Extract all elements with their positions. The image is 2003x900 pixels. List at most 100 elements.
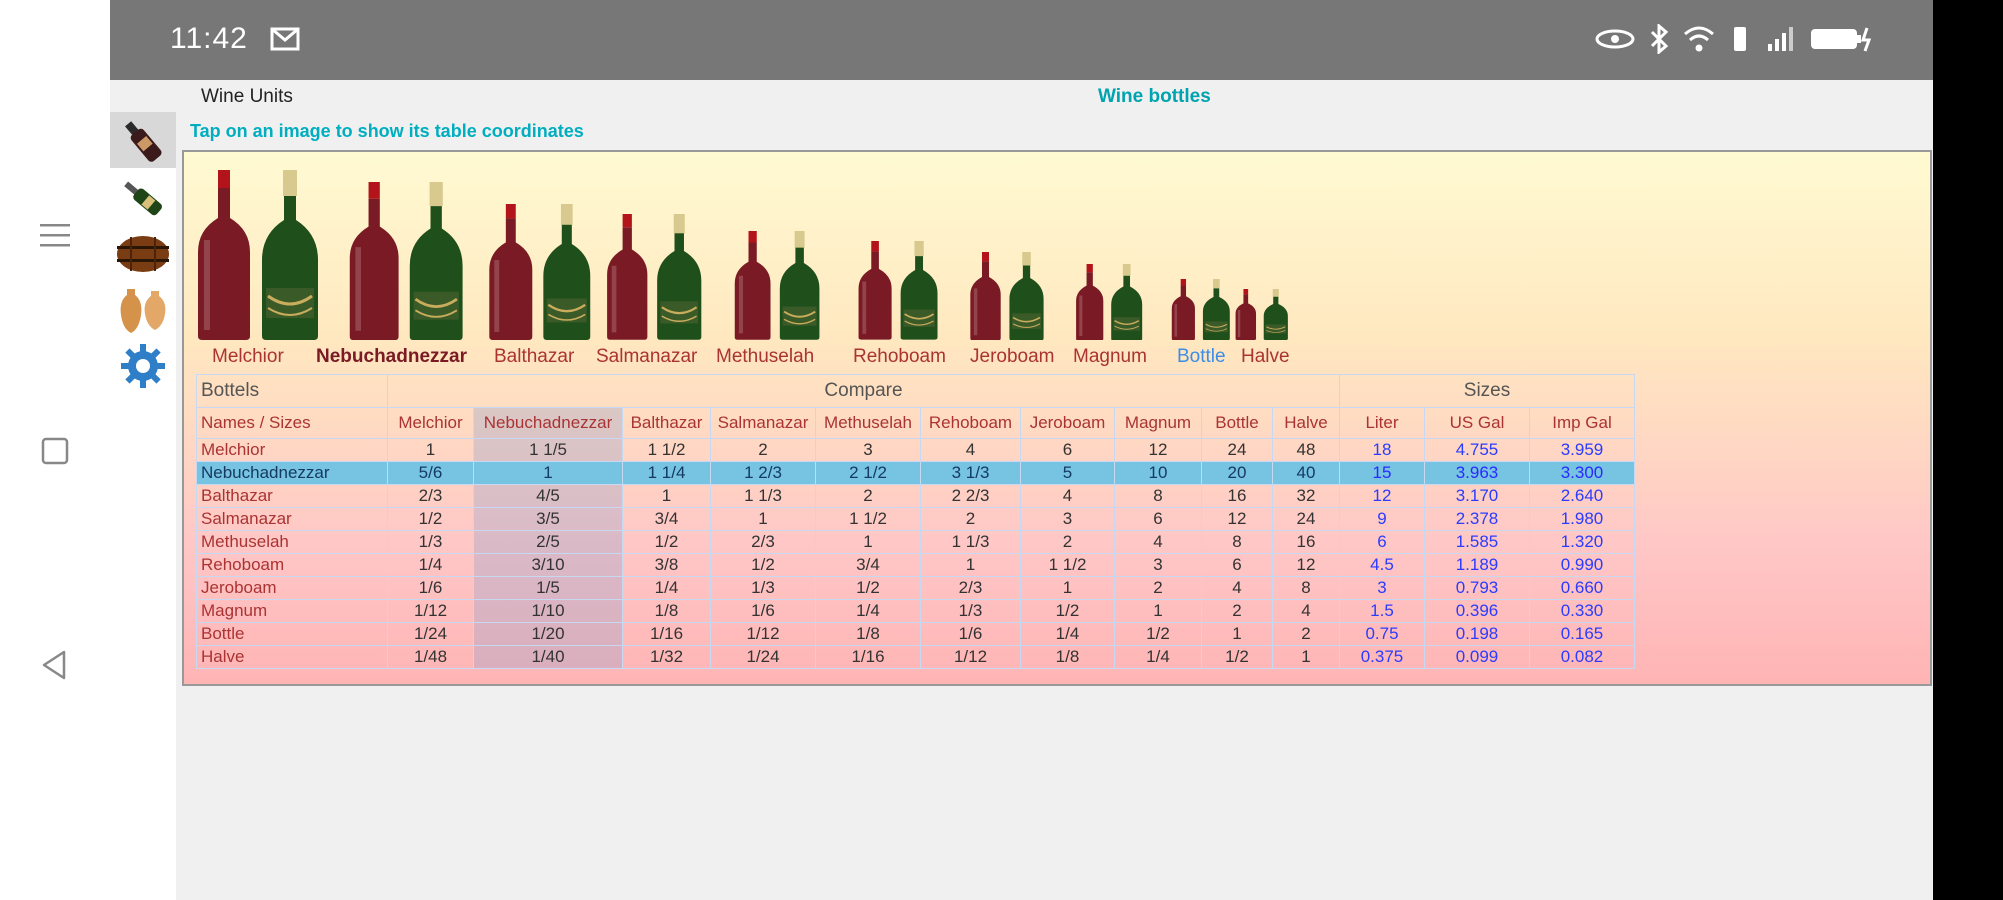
bottle-image-melchior[interactable] xyxy=(194,170,322,340)
back-icon[interactable] xyxy=(36,646,74,684)
bottle-image-bottle[interactable] xyxy=(1170,278,1231,340)
compare-cell: 6 xyxy=(1020,438,1115,462)
compare-cell: 1 xyxy=(387,438,474,462)
bottle-image-halve[interactable] xyxy=(1234,289,1289,340)
compare-cell: 20 xyxy=(1201,461,1273,485)
compare-cell: 5 xyxy=(1020,461,1115,485)
size-cell: 4.5 xyxy=(1339,553,1425,577)
table-row[interactable]: Jeroboam 1/6 1/5 1/4 1/3 1/2 2/3 1 2 4 8 3 0.793 0.66… xyxy=(196,576,1635,600)
size-cell: 0.990 xyxy=(1529,553,1635,577)
red-wine-bottle-icon xyxy=(1076,263,1104,340)
compare-cell: 12 xyxy=(1114,438,1202,462)
bottle-label[interactable]: Nebuchadnezzar xyxy=(316,346,467,367)
compare-cell: 1 1/3 xyxy=(710,484,816,508)
wine-bottle-icon[interactable] xyxy=(110,112,176,168)
compare-cell: 4 xyxy=(1201,576,1273,600)
bottle-label[interactable]: Melchior xyxy=(212,346,284,367)
compare-cell: 1/6 xyxy=(920,622,1021,646)
bottle-label[interactable]: Methuselah xyxy=(716,346,815,367)
red-wine-bottle-icon xyxy=(1235,289,1257,340)
vibrate-icon xyxy=(1729,24,1751,59)
bottle-image-balthazar[interactable] xyxy=(486,204,593,340)
compare-cell: 2/5 xyxy=(473,530,623,554)
compare-cell: 2 xyxy=(1272,622,1340,646)
barrel-icon[interactable] xyxy=(110,226,176,282)
table-row[interactable]: Rehoboam 1/4 3/10 3/8 1/2 3/4 1 1 1/2 3 6 12 4.5 1.1… xyxy=(196,553,1635,577)
size-header: US Gal xyxy=(1424,407,1530,439)
compare-cell: 3 xyxy=(815,438,921,462)
sizes-group-header: Sizes xyxy=(1339,374,1635,408)
compare-cell: 8 xyxy=(1272,576,1340,600)
champagne-bottle-icon xyxy=(1202,278,1230,340)
size-cell: 12 xyxy=(1339,484,1425,508)
compare-cell: 2 1/2 xyxy=(815,461,921,485)
compare-cell: 1/3 xyxy=(920,599,1021,623)
compare-cell: 5/6 xyxy=(387,461,474,485)
red-wine-bottle-icon xyxy=(198,170,250,340)
compare-cell: 24 xyxy=(1201,438,1273,462)
row-name: Methuselah xyxy=(196,530,388,554)
compare-cell: 3 1/3 xyxy=(920,461,1021,485)
bottle-image-rehoboam[interactable] xyxy=(856,241,940,340)
champagne-bottle-icon xyxy=(1263,289,1288,340)
bottle-label[interactable]: Rehoboam xyxy=(853,346,946,367)
red-wine-bottle-icon xyxy=(349,181,399,340)
bottle-label[interactable]: Balthazar xyxy=(494,346,575,367)
compare-cell: 1 xyxy=(1272,645,1340,669)
size-cell: 0.099 xyxy=(1424,645,1530,669)
compare-cell: 1/6 xyxy=(710,599,816,623)
table-row[interactable]: Nebuchadnezzar 5/6 1 1 1/4 1 2/3 2 1/2 3 1/3 5 1… xyxy=(196,461,1635,485)
table-row[interactable]: Bottle 1/24 1/20 1/16 1/12 1/8 1/6 1/4 1/2 1 2 0.75… xyxy=(196,622,1635,646)
status-time: 11:42 xyxy=(170,22,248,55)
compare-cell: 3 xyxy=(1114,553,1202,577)
bottle-label[interactable]: Halve xyxy=(1241,346,1290,367)
bottle-icon[interactable] xyxy=(110,170,176,226)
compare-cell: 2/3 xyxy=(710,530,816,554)
compare-header: Methuselah xyxy=(815,407,921,439)
compare-cell: 1 1/5 xyxy=(473,438,623,462)
android-nav-bar xyxy=(0,0,110,900)
bottle-label[interactable]: Bottle xyxy=(1177,346,1226,367)
table-row[interactable]: Magnum 1/12 1/10 1/8 1/6 1/4 1/3 1/2 1 2 4 1.5 0.396… xyxy=(196,599,1635,623)
red-wine-bottle-icon xyxy=(970,251,1001,340)
bottle-image-nebuchadnezzar[interactable] xyxy=(346,181,467,340)
signal-icon xyxy=(1765,24,1795,59)
bottle-image-magnum[interactable] xyxy=(1074,263,1145,340)
compare-cell: 1/2 xyxy=(1020,599,1115,623)
compare-cell: 1 xyxy=(622,484,711,508)
bottle-image-methuselah[interactable] xyxy=(732,231,823,340)
compare-cell: 3/5 xyxy=(473,507,623,531)
table-row[interactable]: Methuselah 1/3 2/5 1/2 2/3 1 1 1/3 2 4 8 16 6 1.585 1… xyxy=(196,530,1635,554)
compare-cell: 16 xyxy=(1201,484,1273,508)
recent-apps-icon[interactable] xyxy=(36,432,74,470)
compare-cell: 2 xyxy=(1114,576,1202,600)
compare-cell: 1/4 xyxy=(622,576,711,600)
row-name: Melchior xyxy=(196,438,388,462)
bottle-label[interactable]: Salmanazar xyxy=(596,346,698,367)
champagne-bottle-icon xyxy=(542,204,590,340)
row-name: Halve xyxy=(196,645,388,669)
red-wine-bottle-icon xyxy=(734,231,771,340)
size-cell: 0.165 xyxy=(1529,622,1635,646)
size-cell: 1.980 xyxy=(1529,507,1635,531)
bottle-label[interactable]: Jeroboam xyxy=(970,346,1055,367)
table-row[interactable]: Halve 1/48 1/40 1/32 1/24 1/16 1/12 1/8 1/4 1/2 1 0… xyxy=(196,645,1635,669)
compare-header: Bottle xyxy=(1201,407,1273,439)
compare-cell: 1 xyxy=(1114,599,1202,623)
bottle-image-salmanazar[interactable] xyxy=(604,214,705,340)
settings-gear-icon[interactable] xyxy=(110,338,176,394)
table-row[interactable]: Melchior 1 1 1/5 1 1/2 2 3 4 6 12 24 48 18 4.755 3.95… xyxy=(196,438,1635,462)
size-cell: 3 xyxy=(1339,576,1425,600)
menu-icon[interactable] xyxy=(36,216,74,254)
amphora-icon[interactable] xyxy=(110,282,176,338)
champagne-bottle-icon xyxy=(410,181,463,340)
table-row[interactable]: Salmanazar 1/2 3/5 3/4 1 1 1/2 2 3 6 12 24 9 2.378 1.… xyxy=(196,507,1635,531)
compare-cell: 1/2 xyxy=(815,576,921,600)
bottle-label[interactable]: Magnum xyxy=(1073,346,1147,367)
size-cell: 9 xyxy=(1339,507,1425,531)
compare-cell: 1/40 xyxy=(473,645,623,669)
size-header: Liter xyxy=(1339,407,1425,439)
size-cell: 1.585 xyxy=(1424,530,1530,554)
table-row[interactable]: Balthazar 2/3 4/5 1 1 1/3 2 2 2/3 4 8 16 32 12 3.170… xyxy=(196,484,1635,508)
bottle-image-jeroboam[interactable] xyxy=(968,251,1046,340)
